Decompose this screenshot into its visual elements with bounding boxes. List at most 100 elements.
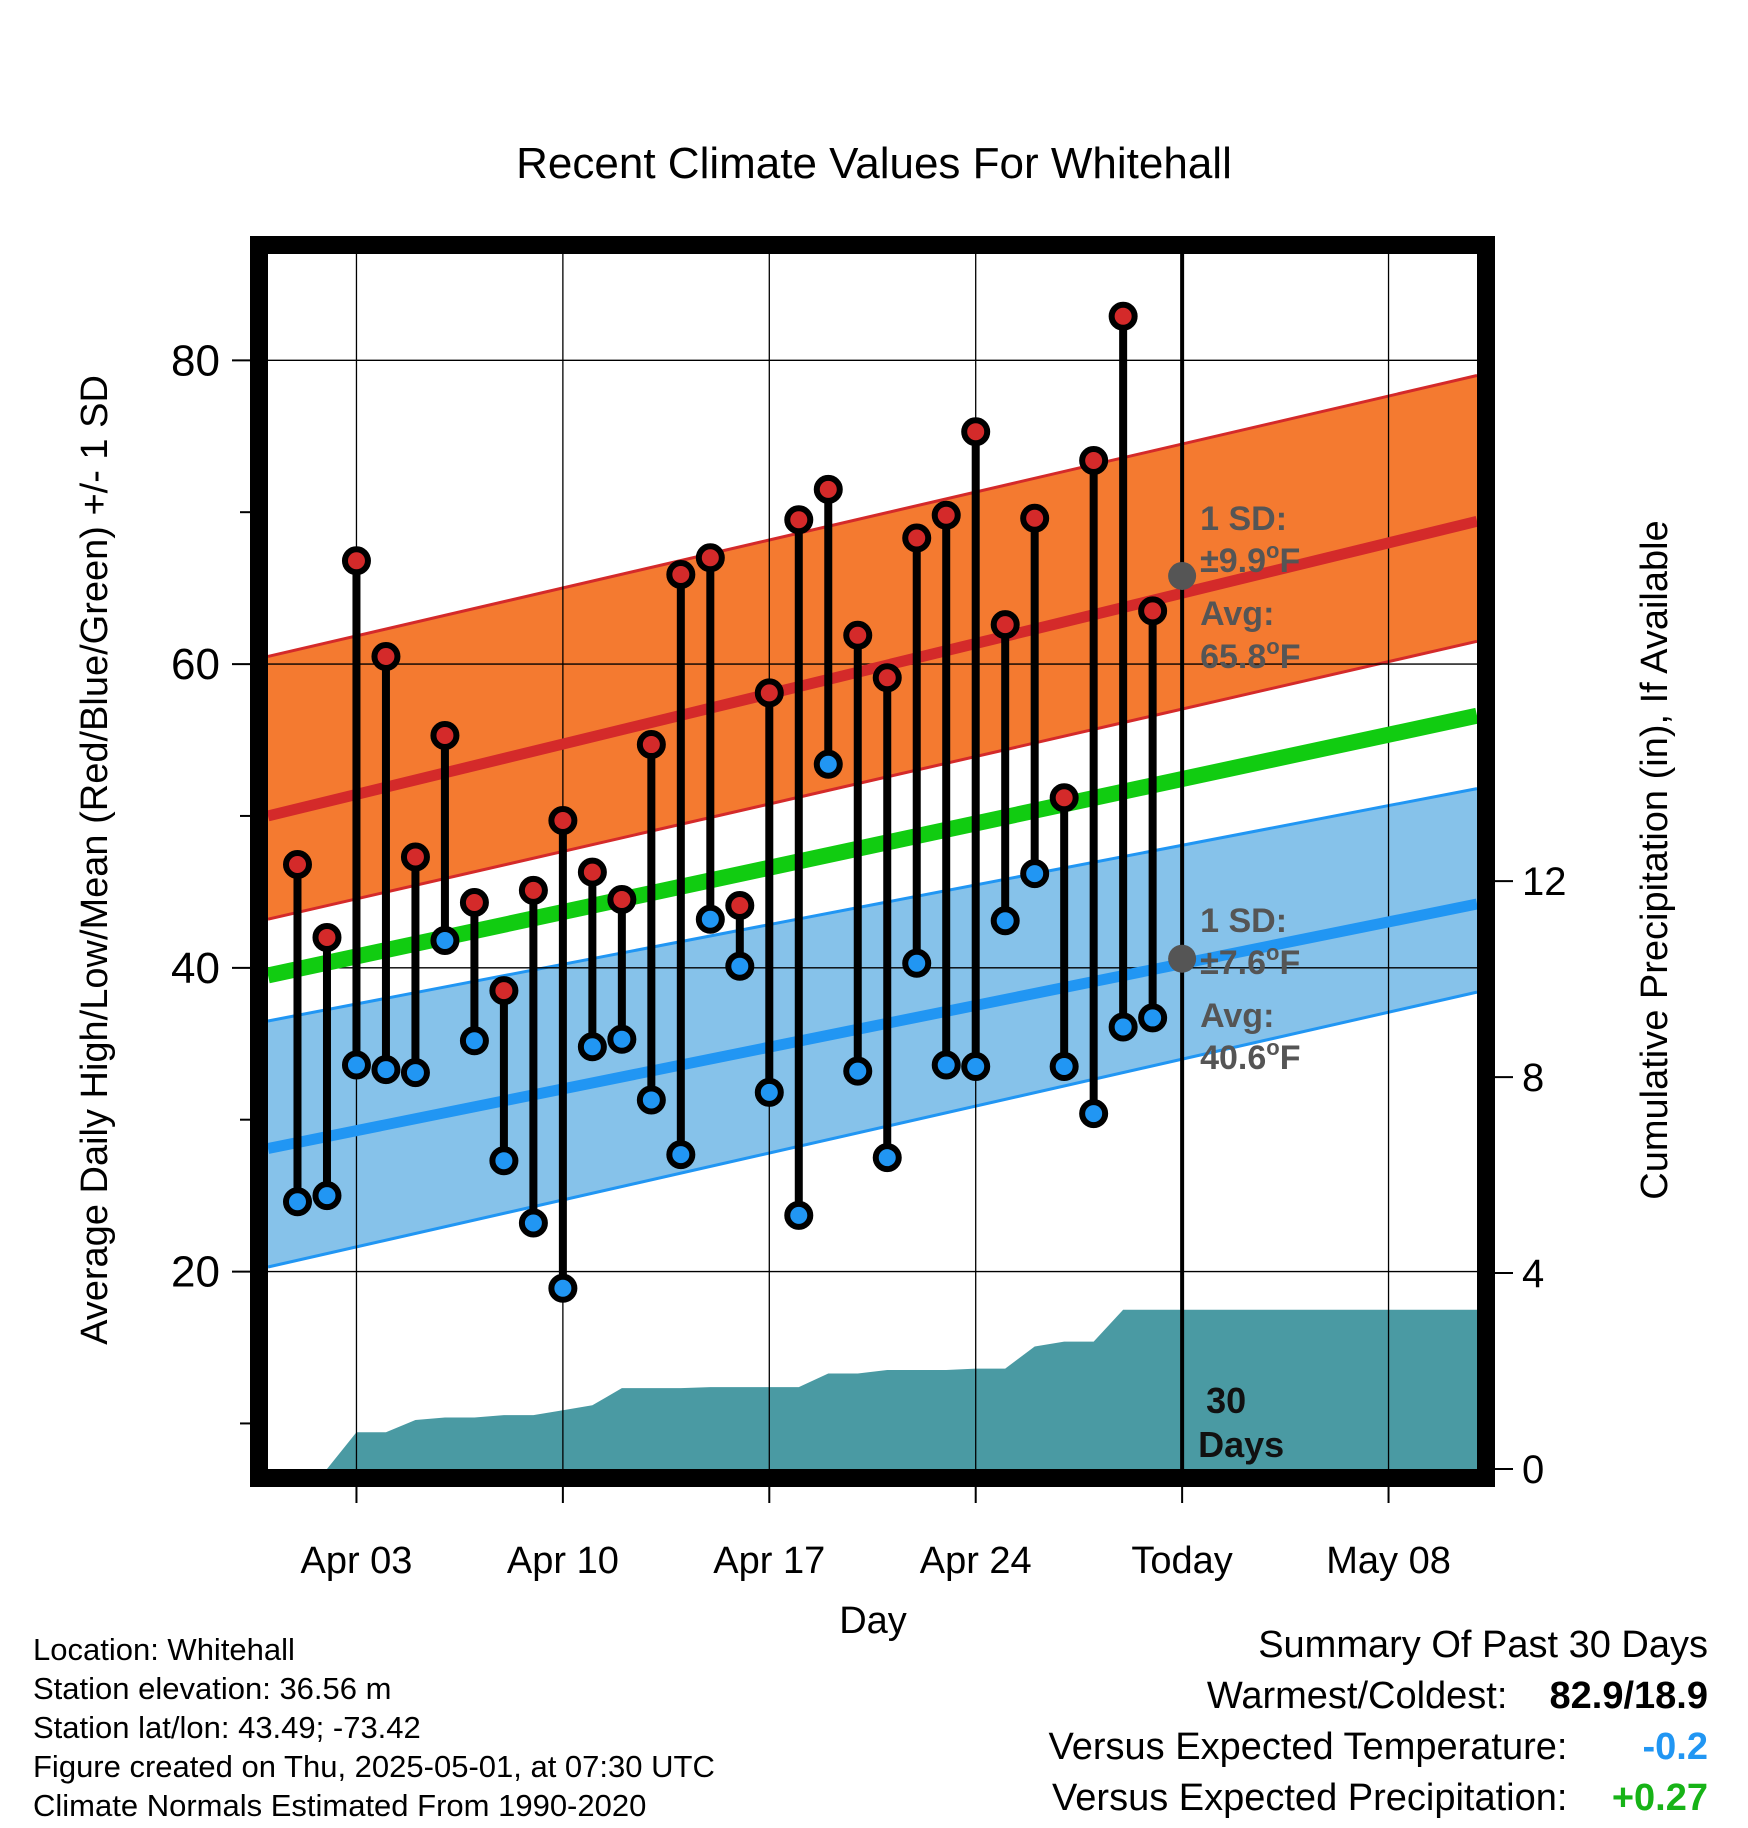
daily-points xyxy=(282,301,1168,1303)
high-point xyxy=(1138,596,1168,626)
low-point xyxy=(902,948,932,978)
high-sd-band-upper-edge xyxy=(267,374,1478,658)
vs-temperature-value: -0.2 xyxy=(1642,1726,1708,1768)
normal-bands xyxy=(267,374,1478,1269)
vs-precipitation-label: Versus Expected Precipitation: xyxy=(1052,1777,1568,1819)
y-tick-label: 80 xyxy=(171,336,220,385)
axis-ticks: 20 40 60 80 0 4 8 12 Apr 03 Apr 10 Apr 17 Apr 24 Tod… xyxy=(171,336,1566,1582)
low-point xyxy=(607,1024,637,1054)
low-point xyxy=(1020,859,1050,889)
low-avg-value: 40.6oF xyxy=(1200,1035,1300,1077)
low-point xyxy=(636,1085,666,1115)
normal-high-line xyxy=(266,515,1479,822)
y-tick-label: 60 xyxy=(171,640,220,689)
low-point xyxy=(489,1146,519,1176)
precipitation-fill xyxy=(297,1309,1477,1469)
low-point xyxy=(459,1026,489,1056)
low-point xyxy=(430,925,460,955)
low-sd-label: 1 SD: xyxy=(1200,902,1287,940)
low-point xyxy=(312,1181,342,1211)
high-point xyxy=(459,888,489,918)
high-point xyxy=(400,842,430,872)
vs-precipitation-value: +0.27 xyxy=(1611,1777,1708,1819)
low-point xyxy=(1108,1012,1138,1042)
high-point xyxy=(725,891,755,921)
low-point xyxy=(813,749,843,779)
x-tick-label: Apr 10 xyxy=(507,1540,619,1582)
summary-precipitation: Versus Expected Precipitation: +0.27 xyxy=(1049,1773,1708,1824)
high-point xyxy=(990,610,1020,640)
figure-created: Figure created on Thu, 2025-05-01, at 07… xyxy=(33,1749,715,1784)
high-point xyxy=(548,805,578,835)
summary-warmest-coldest: Warmest/Coldest: 82.9/18.9 xyxy=(1049,1671,1708,1722)
x-tick-label: May 08 xyxy=(1326,1540,1451,1582)
station-location: Location: Whitehall xyxy=(33,1632,295,1667)
low-point xyxy=(1138,1003,1168,1033)
high-point xyxy=(961,417,991,447)
x-tick-label: Apr 24 xyxy=(920,1540,1032,1582)
normals-period: Climate Normals Estimated From 1990-2020 xyxy=(33,1788,647,1823)
low-point xyxy=(784,1200,814,1230)
low-point xyxy=(931,1050,961,1080)
low-point xyxy=(872,1143,902,1173)
plot-frame xyxy=(250,236,1495,1487)
low-point xyxy=(1079,1099,1109,1129)
high-point xyxy=(371,641,401,671)
high-point xyxy=(1049,783,1079,813)
window-days-label: Days xyxy=(1198,1424,1284,1465)
low-point xyxy=(990,906,1020,936)
x-axis-label: Day xyxy=(839,1600,907,1642)
y2-tick-label: 0 xyxy=(1522,1448,1544,1492)
low-point xyxy=(754,1077,784,1107)
chart-title: Recent Climate Values For Whitehall xyxy=(516,139,1232,188)
high-point xyxy=(636,730,666,760)
high-avg-label: Avg: xyxy=(1200,595,1274,633)
high-point xyxy=(784,505,814,535)
high-point xyxy=(666,559,696,589)
low-point xyxy=(577,1032,607,1062)
summary-title: Summary Of Past 30 Days xyxy=(1258,1624,1708,1666)
low-sd-band-upper-edge xyxy=(267,787,1478,1023)
station-elevation: Station elevation: 36.56 m xyxy=(33,1671,392,1706)
y2-axis-label: Cumulative Precipitation (in), If Availa… xyxy=(1634,520,1676,1199)
low-point xyxy=(548,1273,578,1303)
low-point xyxy=(371,1055,401,1085)
high-sd-label: 1 SD: xyxy=(1200,500,1287,538)
warmest-coldest-value: 82.9/18.9 xyxy=(1549,1675,1708,1717)
low-sd-band-lower-edge xyxy=(267,990,1478,1269)
high-point xyxy=(577,857,607,887)
low-avg-marker xyxy=(1168,944,1197,973)
y-tick-label: 20 xyxy=(171,1248,220,1297)
x-tick-label: Apr 03 xyxy=(300,1540,412,1582)
y-axis-label: Average Daily High/Low/Mean (Red/Blue/Gr… xyxy=(74,375,116,1345)
normal-mean-line xyxy=(266,707,1479,984)
low-point xyxy=(341,1050,371,1080)
high-sd-band-lower-edge xyxy=(267,639,1478,921)
high-avg-value: 65.8oF xyxy=(1200,634,1300,676)
high-point xyxy=(430,720,460,750)
summary-temperature: Versus Expected Temperature: -0.2 xyxy=(1049,1722,1708,1773)
station-info: Location: Whitehall Station elevation: 3… xyxy=(33,1630,715,1825)
high-point xyxy=(843,620,873,650)
summary-panel: Summary Of Past 30 Days Warmest/Coldest:… xyxy=(1049,1620,1708,1824)
high-point xyxy=(754,678,784,708)
high-point xyxy=(489,976,519,1006)
normal-lines xyxy=(266,250,1479,1469)
y2-tick-label: 8 xyxy=(1522,1056,1544,1100)
high-sd-value: ±9.9oF xyxy=(1200,538,1300,580)
vs-temperature-label: Versus Expected Temperature: xyxy=(1048,1726,1568,1768)
low-point xyxy=(282,1187,312,1217)
low-point xyxy=(725,951,755,981)
window-days-number: 30 xyxy=(1206,1380,1246,1421)
normal-low-line xyxy=(266,898,1479,1154)
low-point xyxy=(843,1056,873,1086)
station-latlon: Station lat/lon: 43.49; -73.42 xyxy=(33,1710,421,1745)
high-point xyxy=(518,875,548,905)
high-point xyxy=(341,546,371,576)
low-point xyxy=(1049,1052,1079,1082)
daily-stems xyxy=(293,316,1157,1289)
high-avg-marker xyxy=(1168,561,1197,590)
